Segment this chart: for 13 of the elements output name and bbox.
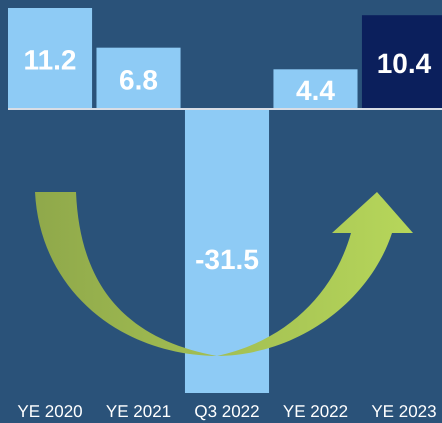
data-label: 10.4	[376, 48, 432, 80]
x-tick-label: YE 2023	[371, 402, 437, 421]
data-label: 6.8	[119, 64, 158, 96]
bar	[184, 108, 270, 393]
x-tick-label: YE 2020	[17, 402, 83, 421]
data-label: 11.2	[24, 44, 77, 76]
x-tick-label: Q3 2022	[194, 402, 260, 421]
bar	[8, 8, 92, 109]
x-tick-label: YE 2021	[106, 402, 172, 421]
data-label: -31.5	[195, 244, 259, 275]
data-label: 4.4	[296, 75, 336, 106]
x-tick-label: YE 2022	[282, 402, 348, 421]
bar	[96, 48, 181, 109]
